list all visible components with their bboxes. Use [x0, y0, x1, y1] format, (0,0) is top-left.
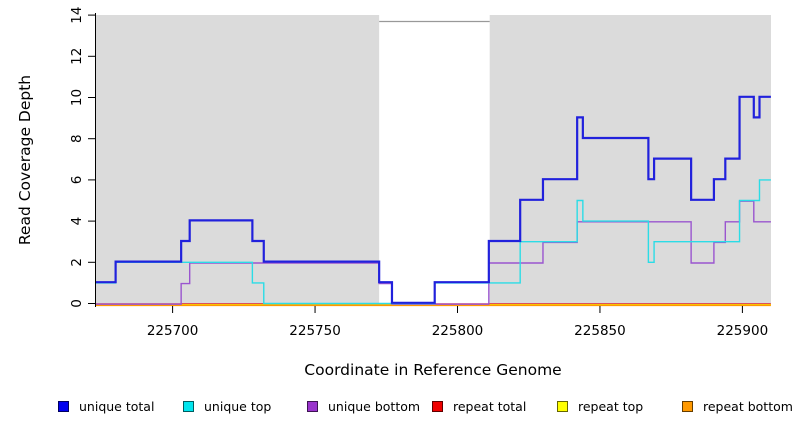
y-axis-title: Read Coverage Depth [16, 75, 34, 245]
x-tick-label-225700: 225700 [147, 323, 199, 339]
legend-item-repeat-total: repeat total [432, 396, 526, 416]
legend-label-unique-total: unique total [79, 398, 155, 414]
legend-swatch-repeat-top [557, 400, 568, 412]
series-line-unique-total [95, 95, 771, 304]
x-tick-label-225750: 225750 [289, 323, 341, 339]
masked-region [379, 15, 490, 306]
y-tick-label-8: 8 [69, 134, 85, 143]
x-tick-label-225850: 225850 [574, 323, 626, 339]
legend-label-repeat-top: repeat top [578, 398, 644, 414]
x-tick-label-225900: 225900 [717, 323, 769, 339]
legend-swatch-unique-top [183, 400, 194, 412]
y-tick-label-2: 2 [69, 258, 85, 267]
legend-item-unique-bottom: unique bottom [307, 396, 420, 416]
legend-label-repeat-bottom: repeat bottom [703, 398, 792, 414]
legend-item-repeat-bottom: repeat bottom [682, 396, 792, 416]
x-axis-title: Coordinate in Reference Genome [304, 361, 561, 379]
series-line-unique-top [95, 179, 771, 305]
y-tick-label-12: 12 [69, 48, 85, 65]
legend-label-unique-top: unique top [204, 398, 272, 414]
x-tick-label-225800: 225800 [432, 323, 484, 339]
legend-swatch-repeat-bottom [682, 400, 693, 412]
y-tick-label-4: 4 [69, 217, 85, 226]
y-tick-label-14: 14 [69, 7, 85, 24]
y-tick-label-10: 10 [69, 89, 85, 106]
legend-swatch-unique-bottom [307, 400, 318, 412]
legend-label-repeat-total: repeat total [453, 398, 527, 414]
y-tick-label-0: 0 [69, 299, 85, 308]
legend-item-repeat-top: repeat top [557, 396, 643, 416]
legend-item-unique-top: unique top [183, 396, 271, 416]
legend-swatch-unique-total [58, 400, 69, 412]
legend: unique total unique top unique bottom repea… [0, 396, 792, 420]
legend-item-unique-total: unique total [58, 396, 154, 416]
legend-label-unique-bottom: unique bottom [328, 398, 421, 414]
legend-swatch-repeat-total [432, 400, 443, 412]
y-tick-label-6: 6 [69, 176, 85, 185]
